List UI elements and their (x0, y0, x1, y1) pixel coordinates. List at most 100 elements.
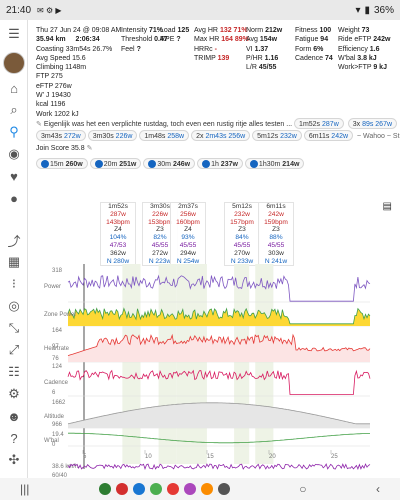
interval-chip[interactable]: 3m30s 226w (87, 130, 138, 141)
best-effort-chip[interactable]: 30m 246w (143, 158, 196, 169)
charts-svg[interactable]: 318 Power Zone Power 164 97 76 Heartrate 124 6 Ca… (28, 264, 400, 478)
clock: 21:40 (6, 4, 32, 16)
interval-chip[interactable]: 1m52s 287w (294, 118, 344, 129)
whatsapp-app-icon[interactable] (149, 483, 162, 495)
best-effort-chip[interactable]: 15m 260w (36, 158, 88, 169)
hr-series-fill (68, 334, 370, 362)
x-tick-label: 5 (83, 454, 87, 460)
interval-legend[interactable]: 2m37s 256w 160bpm Z4 93% 45/55 294w N 254w (170, 202, 206, 267)
altitude-ymax: 1662 (52, 400, 66, 406)
cog-icon[interactable]: ✣ (8, 452, 20, 467)
bolt-icon (148, 160, 157, 169)
zone-series-fill (68, 308, 370, 326)
strava-app-icon[interactable] (200, 483, 213, 495)
power-label: Power (44, 284, 61, 290)
interval-chip[interactable]: 1m48s 258w (139, 130, 190, 141)
best-effort-chip[interactable]: 1h 237w (197, 158, 243, 169)
calendar-icon[interactable]: ▦ (7, 254, 21, 269)
comment-icon[interactable]: ▤ (382, 201, 392, 212)
menu-icon[interactable]: ☰ (8, 26, 20, 41)
interval-value: 287w (110, 210, 126, 218)
stat-avg-hr: Avg HR 132 71% (194, 27, 248, 34)
activity-summary: Thu 27 Jun 24 @ 09:08 AM 35.94 km 2:06:3… (36, 26, 121, 119)
activity-icon[interactable]: ⤢ (8, 342, 20, 357)
interval-value: 226w (152, 210, 168, 218)
home-button[interactable]: ○ (299, 482, 307, 496)
interval-value: 5m12s (232, 203, 252, 210)
interval-chip[interactable]: 3x 89s 267w (347, 118, 398, 129)
interval-value: 45/55 (179, 241, 197, 249)
interval-value: Z3 (272, 226, 280, 234)
grid-icon[interactable]: ⁝ (11, 276, 17, 291)
best-effort-chip[interactable]: 20m 251w (89, 158, 142, 169)
stat-max-hr: Max HR 164 89% (194, 36, 249, 44)
activity-charts[interactable]: 318 Power Zone Power 164 97 76 Heartrate 124 6 Ca… (28, 264, 400, 478)
gear-icon[interactable]: ⚙ (8, 386, 20, 401)
stat-rpe: RPE ? (160, 36, 181, 44)
ftp-stat[interactable]: FTP 275 (36, 73, 63, 81)
stat-cadence: Cadence 74 (295, 54, 333, 62)
people-icon[interactable]: ☻ (7, 408, 21, 424)
interval-value: 93% (181, 234, 195, 242)
stat-feel: Feel ? (121, 45, 141, 53)
youtube-app-icon[interactable] (166, 483, 179, 495)
back-button[interactable]: ‹ (375, 482, 380, 496)
hr-ymid: 97 (52, 344, 59, 350)
home-icon[interactable]: ⌂ (10, 80, 18, 96)
help-icon[interactable]: ? (10, 430, 18, 446)
stat-hrrc: HRRc - (194, 45, 217, 53)
info-icon[interactable]: ● (10, 190, 18, 206)
interval-value: 362w (110, 249, 126, 257)
altitude-label: Altitude (44, 414, 65, 420)
battery-label: 36% (373, 4, 394, 16)
eftp-stat: eFTP 276w (36, 82, 72, 90)
apps-grid-icon[interactable] (217, 483, 230, 495)
interval-value: 84% (235, 234, 249, 242)
hr-ymax: 164 (52, 328, 63, 334)
interval-value: N 223w (148, 257, 172, 265)
interval-chip[interactable]: 3m43s 272w (36, 130, 86, 141)
power-ymax: 318 (52, 268, 63, 274)
interval-value: 159bpm (264, 218, 288, 226)
chart-icon[interactable]: ⤡ (8, 320, 20, 335)
avatar[interactable] (3, 52, 25, 74)
watch-icon[interactable]: ◎ (8, 298, 20, 313)
interval-legend[interactable]: 5m12s 232w 157bpm Z3 84% 45/55 270w N 233w (224, 202, 260, 267)
edit-icon[interactable]: ✎ (36, 121, 42, 128)
list-icon[interactable]: ☷ (8, 364, 20, 379)
interval-highlight (255, 264, 274, 464)
interval-value: N 241w (264, 257, 288, 265)
description-text[interactable]: Eigenlijk was het een verplichte rustdag… (43, 121, 285, 128)
x-tick-label: 20 (269, 454, 276, 460)
recents-icon[interactable]: ||| (20, 482, 30, 496)
heart-icon[interactable]: ♥ (10, 168, 18, 184)
best-effort-chip[interactable]: 1h30m 214w (244, 158, 305, 169)
interval-value: 303w (268, 249, 284, 257)
chrome-app-icon[interactable] (115, 483, 128, 495)
interval-legend[interactable]: 1m52s 287w 143bpm Z4 104% 47/53 362w N 280w (100, 202, 136, 267)
interval-chip[interactable]: 6m11s 242w (303, 130, 354, 141)
gallery-app-icon[interactable] (183, 483, 196, 495)
taskbar-apps (98, 483, 230, 495)
trend-icon[interactable]: ⤴ (7, 233, 21, 249)
altitude-series (67, 402, 370, 425)
cadence-ymax: 124 (52, 364, 63, 370)
bolt-icon (249, 160, 258, 169)
interval-value: 232w (234, 210, 250, 218)
interval-value: 160bpm (176, 218, 200, 226)
interval-value: Z3 (238, 226, 246, 234)
interval-value: Z4 (184, 226, 192, 234)
stat-fatigue: Fatigue 94 (295, 36, 329, 44)
bike-icon[interactable]: ⚲ (9, 124, 19, 139)
phone-app-icon[interactable] (98, 483, 111, 495)
wj-stat: W' J 19430 (36, 92, 71, 100)
interval-chip[interactable]: 5m12s 232w (252, 130, 302, 141)
source-label: ~ Wahoo ~ Strava (356, 133, 400, 140)
stats-col-intensity: Intensity 71% Threshold 0.47 Feel ? (121, 26, 168, 54)
target-icon[interactable]: ◉ (8, 146, 20, 161)
messages-app-icon[interactable] (132, 483, 145, 495)
interval-legend[interactable]: 6m11s 242w 159bpm Z3 88% 45/55 303w N 241w (258, 202, 294, 267)
stat-work-ftp: Work>FTP 9 kJ (338, 64, 387, 72)
search-icon[interactable]: ⌕ (10, 102, 18, 117)
interval-chip[interactable]: 2x 2m43s 256w (191, 130, 251, 141)
